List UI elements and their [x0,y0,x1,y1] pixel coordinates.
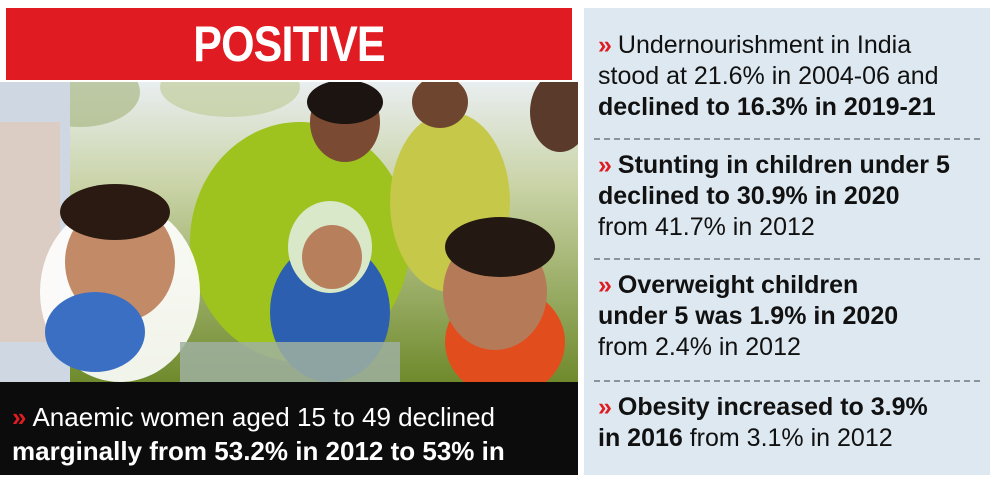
chevron-double-right-icon: » [598,393,612,421]
caption-line-1: » Anaemic women aged 15 to 49 declined [12,400,566,434]
fact-obesity: » Obesity increased to 3.9% in 2016 from … [598,392,978,454]
caption-line-2: marginally from 53.2% in 2012 to 53% in … [12,436,505,500]
fact-text-bold: in 2016 [598,424,683,452]
fact-text: from 3.1% in 2012 [682,424,893,452]
fact-stunting: » Stunting in children under 5 declined t… [598,150,978,243]
caption-text-1: Anaemic women aged 15 to 49 declined [32,402,495,432]
chevron-double-right-icon: » [598,151,612,179]
chevron-double-right-icon: » [598,271,612,299]
fact-text: from 41.7% in 2012 [598,213,815,241]
fact-text-bold: declined to 16.3% in 2019-21 [598,93,936,121]
fact-text-bold: Obesity increased to 3.9% [617,393,928,421]
divider [594,380,980,382]
headline-banner: POSITIVE DEVELOPMENT [6,8,572,144]
fact-text: from 2.4% in 2012 [598,333,801,361]
fact-text-bold: declined to 30.9% in 2020 [598,182,900,210]
photo-women-and-children [0,82,578,382]
fact-text: stood at 21.6% in 2004-06 and [598,62,939,90]
chevron-double-right-icon: » [598,31,612,59]
chevron-double-right-icon: » [12,402,27,432]
fact-text-bold: under 5 was 1.9% in 2020 [598,302,899,330]
photo-illustration [0,82,578,382]
divider [594,258,980,260]
divider [594,138,980,140]
left-panel: POSITIVE DEVELOPMENT [0,8,578,500]
fact-text: Undernourishment in India [617,31,912,59]
fact-overweight: » Overweight children under 5 was 1.9% in… [598,270,978,363]
fact-undernourishment: » Undernourishment in India stood at 21.6… [598,30,978,123]
facts-panel: » Undernourishment in India stood at 21.6… [584,8,990,475]
photo-caption: » Anaemic women aged 15 to 49 declined ma… [0,382,578,500]
fact-text-bold: Stunting in children under 5 [617,151,950,179]
fact-text-bold: Overweight children [617,271,859,299]
